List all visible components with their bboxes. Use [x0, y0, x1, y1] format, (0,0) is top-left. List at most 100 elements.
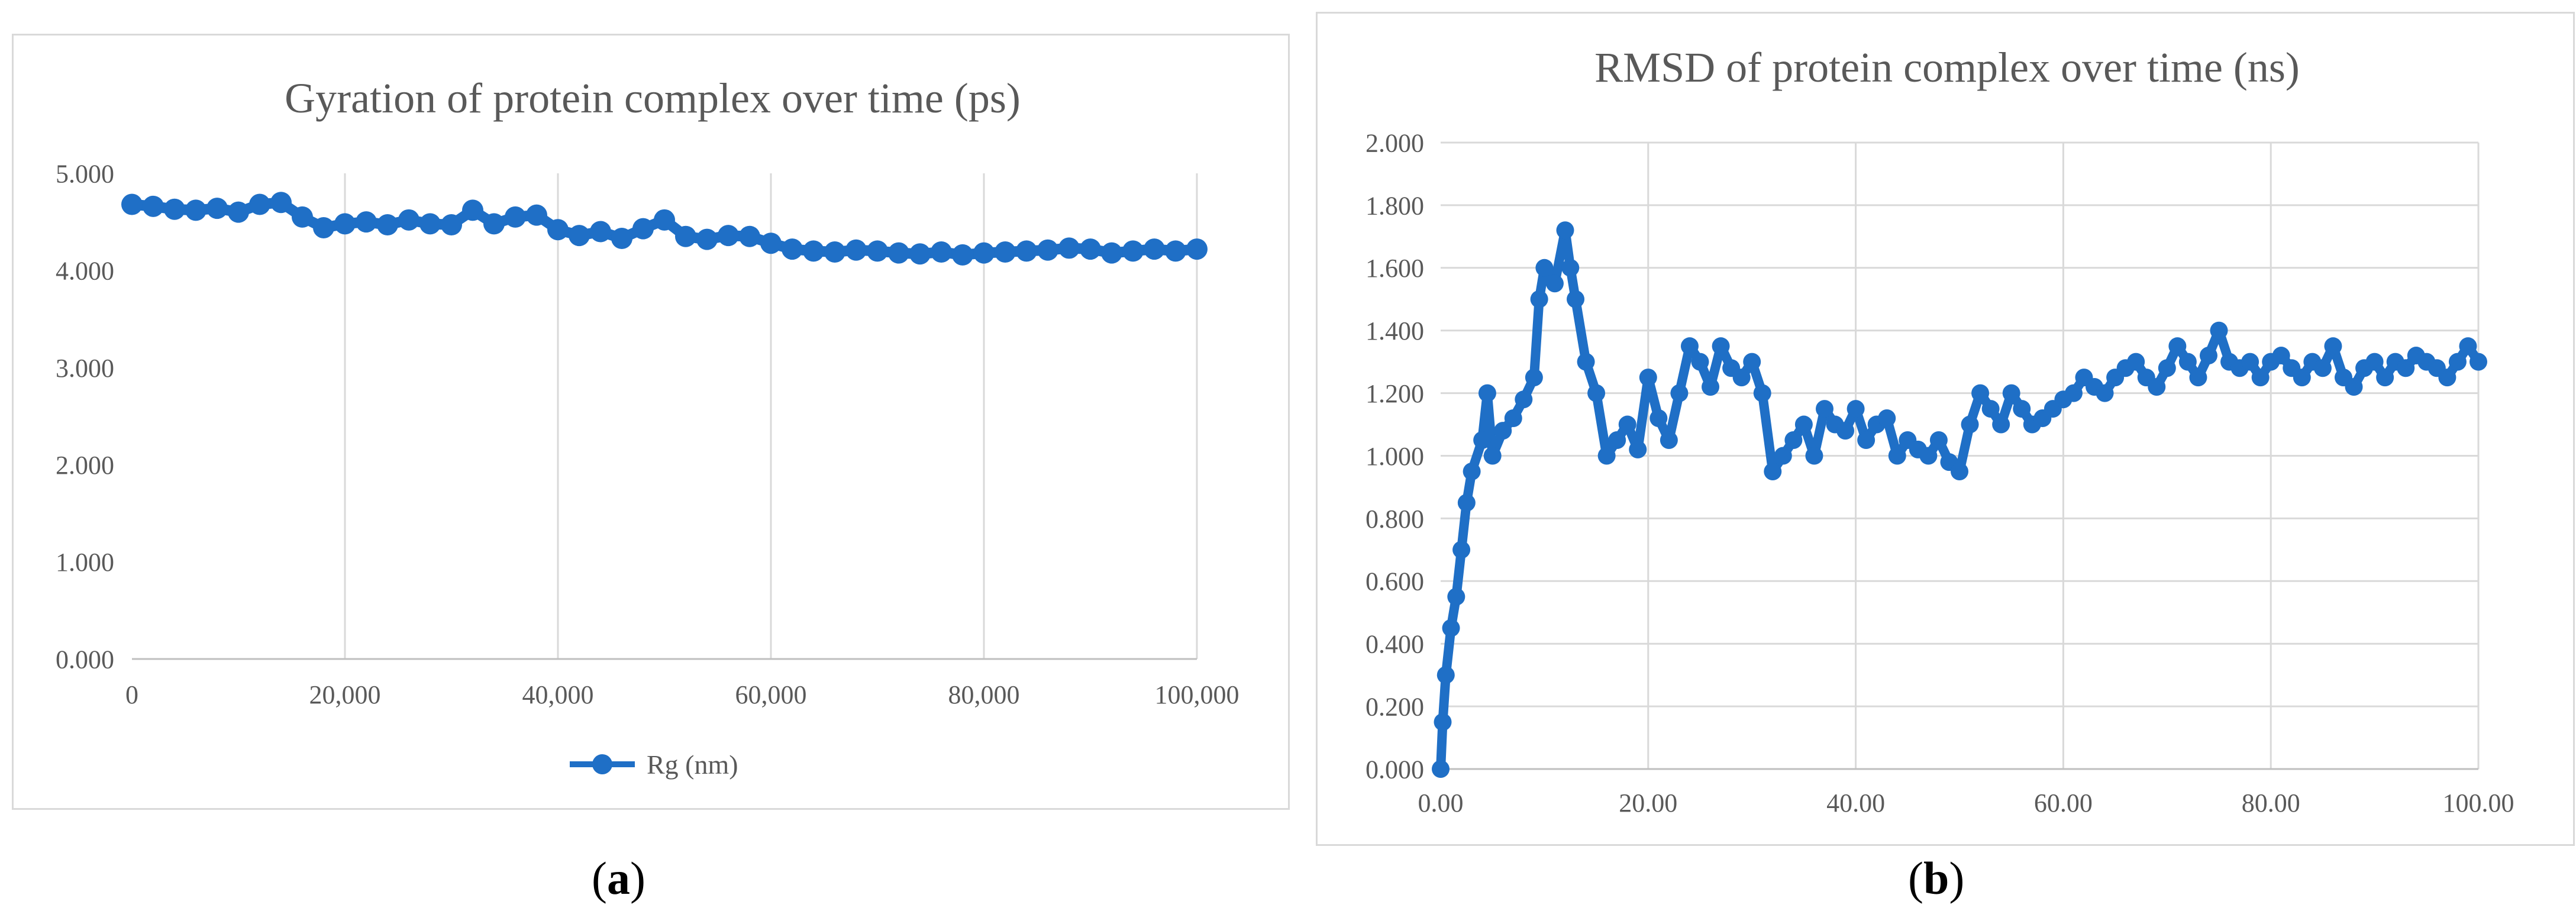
- data-point: [2210, 321, 2228, 340]
- data-point: [121, 193, 143, 215]
- data-point: [249, 193, 270, 215]
- data-point: [2158, 359, 2176, 377]
- data-point: [1561, 259, 1580, 277]
- data-point: [1515, 390, 1533, 409]
- data-point: [547, 219, 569, 241]
- data-point: [441, 214, 462, 236]
- data-point: [164, 198, 185, 220]
- data-point: [206, 198, 228, 219]
- data-point: [505, 206, 526, 228]
- data-point: [2189, 369, 2207, 387]
- data-point: [1929, 431, 1948, 450]
- data-point: [1144, 238, 1165, 260]
- data-point: [1101, 242, 1122, 264]
- data-point: [2313, 359, 2332, 377]
- data-point: [1504, 409, 1522, 427]
- data-point: [1165, 240, 1186, 262]
- data-point: [1629, 440, 1647, 458]
- data-point: [2459, 337, 2477, 356]
- data-point: [1587, 384, 1606, 402]
- data-point: [1639, 369, 1657, 387]
- data-point: [1556, 221, 1574, 240]
- x-tick-label: 40.00: [1826, 789, 1885, 818]
- data-point: [2470, 353, 2487, 371]
- data-point: [1058, 237, 1080, 259]
- data-point: [2064, 384, 2083, 402]
- data-point: [1577, 353, 1595, 371]
- chart-panel-b: RMSD of protein complex over time (ns) 0…: [1316, 12, 2575, 846]
- data-point: [1702, 378, 1720, 396]
- x-tick-label: 60,000: [735, 680, 807, 709]
- data-point: [2324, 337, 2342, 356]
- data-point: [1992, 415, 2010, 434]
- data-point: [2272, 347, 2290, 365]
- y-tick-label: 1.600: [1366, 254, 1424, 283]
- data-point: [1535, 259, 1554, 277]
- panel-label-b: (b): [1908, 852, 1965, 904]
- data-point: [739, 225, 760, 247]
- y-tick-label: 1.200: [1366, 379, 1424, 408]
- data-point: [1815, 400, 1833, 418]
- data-point: [867, 240, 888, 262]
- data-point: [1080, 238, 1101, 260]
- data-point: [632, 218, 654, 240]
- data-point: [2127, 353, 2145, 371]
- data-point: [1525, 369, 1543, 387]
- chart-panel-a: Gyration of protein complex over time (p…: [12, 34, 1290, 810]
- data-point: [2199, 347, 2217, 365]
- data-point: [2168, 337, 2187, 356]
- data-point: [356, 211, 377, 233]
- data-point: [1753, 384, 1771, 402]
- data-point: [1847, 400, 1865, 418]
- data-point: [718, 225, 739, 247]
- data-point: [1447, 587, 1465, 606]
- y-tick-label: 2.000: [1366, 128, 1424, 157]
- data-point: [1494, 422, 1512, 440]
- data-point: [973, 242, 995, 264]
- data-point: [590, 221, 611, 243]
- data-point: [1530, 290, 1548, 308]
- data-point: [611, 228, 632, 250]
- y-tick-label: 5.000: [56, 159, 114, 188]
- x-tick-label: 20.00: [1619, 789, 1677, 818]
- data-point: [270, 192, 292, 214]
- data-point: [888, 242, 909, 264]
- data-point: [1463, 462, 1481, 480]
- y-tick-label: 1.800: [1366, 191, 1424, 220]
- chart-b-title: RMSD of protein complex over time (ns): [1594, 44, 2300, 91]
- data-point: [2448, 353, 2467, 371]
- data-point: [1434, 713, 1452, 731]
- y-tick-label: 2.000: [56, 451, 114, 480]
- series-line: [1436, 225, 2483, 770]
- data-point: [2438, 369, 2456, 387]
- data-point: [2096, 384, 2114, 402]
- data-point: [2365, 353, 2384, 371]
- data-point: [654, 209, 675, 231]
- data-point: [760, 232, 782, 254]
- chart-a-svg: Gyration of protein complex over time (p…: [56, 75, 1239, 780]
- data-point: [1805, 447, 1823, 465]
- data-point: [1473, 431, 1492, 450]
- data-point: [526, 204, 547, 226]
- y-tick-label: 1.000: [1366, 442, 1424, 471]
- data-point: [462, 199, 483, 221]
- data-point: [1452, 541, 1471, 559]
- data-point: [292, 206, 313, 228]
- data-point: [1888, 447, 1906, 465]
- x-tick-label: 0.00: [1418, 789, 1464, 818]
- data-point: [313, 217, 334, 238]
- data-point: [1432, 760, 1450, 778]
- y-tick-label: 4.000: [56, 257, 114, 286]
- data-point: [1478, 384, 1496, 402]
- data-point: [995, 241, 1016, 263]
- data-point: [909, 243, 931, 265]
- data-point: [2345, 378, 2363, 396]
- y-tick-label: 0.600: [1366, 567, 1424, 596]
- data-point: [1961, 415, 1979, 434]
- data-point: [1981, 400, 2000, 418]
- data-point: [1437, 666, 1455, 684]
- data-point: [1764, 462, 1782, 480]
- data-point: [334, 213, 356, 235]
- data-point: [569, 225, 590, 247]
- y-tick-label: 0.400: [1366, 630, 1424, 659]
